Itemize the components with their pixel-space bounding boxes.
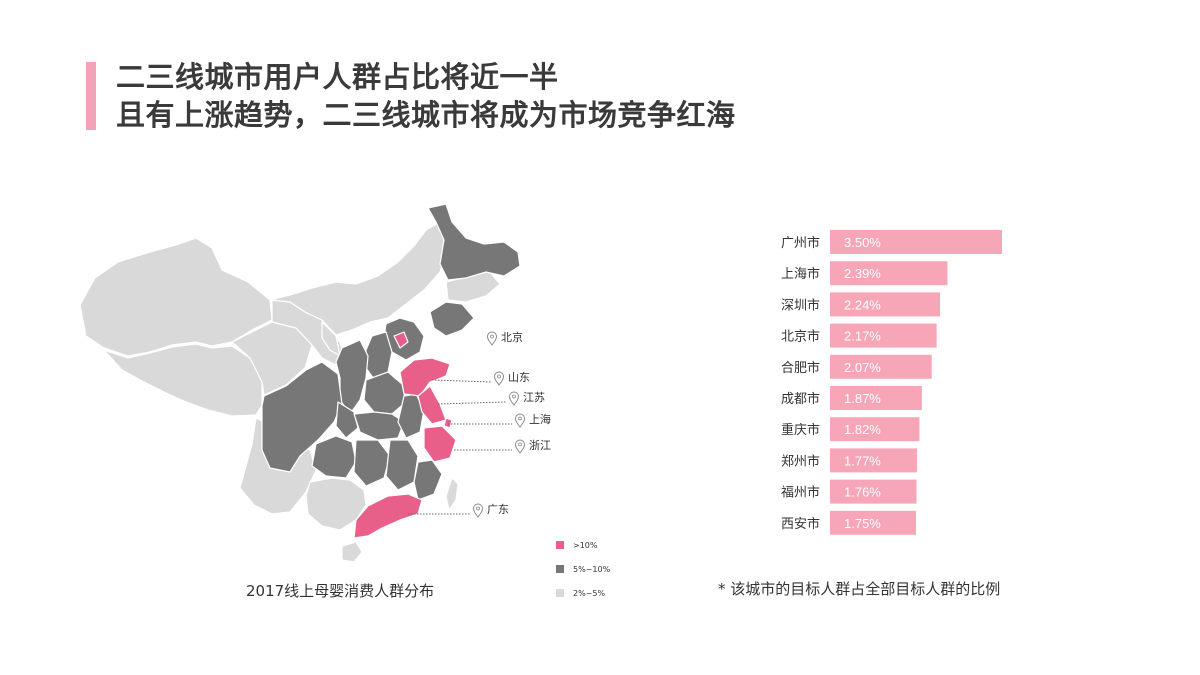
bar [830, 417, 920, 442]
location-pin-dot [518, 442, 522, 447]
bar [830, 448, 917, 473]
region-henan [363, 371, 407, 415]
callout-label-shandong: 山东 [508, 371, 530, 384]
location-pin-icon [514, 439, 526, 454]
bar [830, 230, 1002, 254]
bar-value-label: 1.87% [844, 391, 881, 406]
title-accent-bar [86, 62, 96, 130]
legend-swatch-high [556, 541, 564, 549]
map-regions-high [353, 331, 457, 539]
callout-label-zhejiang: 浙江 [529, 439, 551, 452]
bar-category-label: 北京市 [781, 329, 820, 345]
callout-label-shanghai: 上海 [529, 412, 551, 426]
legend-item-high: >10% [556, 533, 610, 557]
bar-value-label: 1.82% [844, 422, 881, 437]
bar-category-label: 深圳市 [781, 297, 820, 313]
bar-category-label: 广州市 [781, 235, 820, 251]
region-hunan [353, 439, 391, 487]
bar-category-label: 郑州市 [781, 453, 820, 469]
location-pin-dot [518, 416, 522, 421]
map-caption: 2017线上母婴消费人群分布 [246, 582, 435, 600]
bar-value-label: 1.76% [844, 485, 881, 500]
bar-value-label: 2.24% [844, 297, 881, 312]
bar [830, 261, 948, 286]
legend-item-mid: 5%~10% [556, 557, 610, 581]
bar-value-label: 1.77% [844, 453, 881, 468]
region-shanghai [443, 417, 453, 429]
legend-label-low: 2%~5% [573, 588, 606, 598]
location-pin-icon [493, 371, 505, 386]
bar-category-label: 福州市 [781, 485, 820, 501]
bar-category-label: 成都市 [781, 391, 820, 407]
bar-value-label: 1.75% [844, 516, 881, 531]
legend-label-high: >10% [573, 540, 598, 550]
bar-category-label: 合肥市 [781, 360, 820, 376]
location-pin-icon [472, 503, 484, 518]
location-pin-icon [514, 413, 526, 428]
bar-category-label: 上海市 [781, 266, 820, 282]
region-qinghai [231, 321, 313, 396]
map-regions-low [79, 221, 501, 563]
bar [830, 354, 932, 379]
page-title: 二三线城市用户人群占比将近一半 且有上涨趋势，二三线城市将成为市场竞争红海 [116, 58, 736, 134]
region-liaoning [429, 301, 475, 337]
location-pin-icon [508, 391, 520, 406]
bar [830, 323, 937, 348]
region-jiangxi [385, 439, 419, 491]
region-shandong [399, 357, 451, 397]
map-regions-mid [261, 203, 521, 501]
bar-category-label: 西安市 [781, 516, 820, 532]
region-heilongjiang [427, 203, 521, 281]
legend-label-mid: 5%~10% [573, 564, 611, 574]
bar [830, 292, 941, 317]
bar-value-label: 2.07% [844, 360, 881, 375]
callout-label-jiangsu: 江苏 [523, 391, 545, 404]
callout-label-beijing: 北京 [501, 330, 523, 344]
city-bar-chart: 广州市 3.50% 上海市 2.39% 深圳市 2.24% 北京市 2.17% 合肥市 2.07%… [781, 230, 1002, 535]
callout-line-jiangsu [437, 401, 507, 405]
legend-item-low: 2%~5% [556, 581, 610, 605]
map-legend: >10% 5%~10% 2%~5% [556, 533, 610, 605]
region-hubei [353, 411, 405, 441]
region-tibet [103, 343, 263, 417]
region-guizhou [311, 435, 357, 479]
legend-swatch-low [556, 589, 564, 597]
location-pin-dot [476, 506, 480, 511]
footnote: * 该城市的目标人群占全部目标人群的比例 [718, 580, 1001, 598]
region-beijing [393, 331, 409, 349]
bar-value-label: 2.17% [844, 329, 881, 344]
callout-line-shandong [431, 379, 492, 383]
region-hainan [341, 541, 363, 563]
region-chongqing [335, 401, 359, 439]
location-pin-dot [490, 334, 494, 339]
legend-swatch-mid [556, 565, 564, 573]
region-fujian [413, 459, 443, 501]
bar-value-label: 3.50% [844, 235, 881, 250]
location-pin-dot [512, 394, 516, 399]
bar [830, 510, 916, 535]
title-line-2: 且有上涨趋势，二三线城市将成为市场竞争红海 [116, 98, 736, 132]
location-pin-dot [497, 374, 501, 379]
bar-category-label: 重庆市 [781, 422, 820, 438]
region-shaanxi [335, 339, 369, 415]
region-ningxia [321, 321, 341, 357]
callout-label-guangdong: 广东 [487, 503, 509, 516]
bar-value-label: 2.39% [844, 266, 881, 281]
bar [830, 479, 917, 504]
location-pin-icon [486, 331, 498, 346]
region-taiwan [445, 477, 459, 511]
region-zhejiang [423, 425, 457, 463]
title-line-1: 二三线城市用户人群占比将近一半 [116, 60, 559, 94]
bar [830, 386, 922, 410]
